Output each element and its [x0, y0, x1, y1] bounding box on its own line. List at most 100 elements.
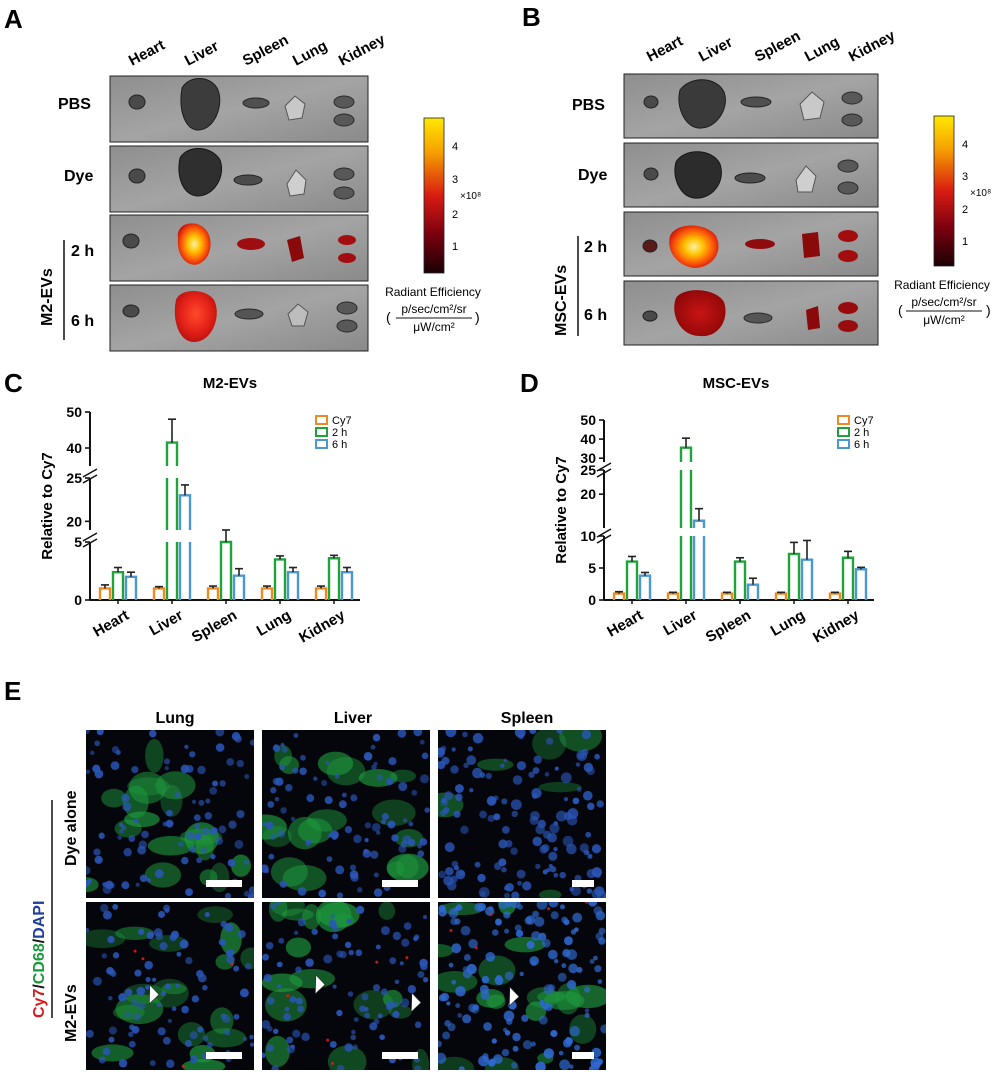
y-tick-label: 25 [580, 462, 596, 478]
x-tick-label: Spleen [703, 607, 754, 646]
y-tick-label: 0 [588, 592, 596, 608]
ivis-row-2h [623, 211, 879, 277]
row-label-m2-evs: M2-EVs [63, 984, 80, 1042]
colorbar-tick: 4 [962, 139, 968, 151]
colorbar-tick: 3 [452, 174, 458, 186]
axis-break-mark [596, 534, 612, 544]
row-label-pbs: PBS [58, 96, 91, 113]
bar-6h [178, 494, 192, 530]
organ-label-heart: Heart [126, 37, 168, 70]
stain-label: Cy7/CD68/DAPI [31, 901, 48, 1018]
chart-m2-evs: M2-EVs Relative to Cy7 0 5 20 25 40 50 Heart Live… [39, 375, 360, 646]
stain-dapi: DAPI [31, 901, 48, 939]
bar-6h [638, 574, 652, 600]
legend-label: 6 h [332, 439, 347, 451]
bar-2h [625, 560, 639, 600]
colorbar-label: Radiant Efficiency [894, 278, 990, 292]
ivis-row-6h [623, 280, 879, 346]
bar-2h [273, 558, 287, 600]
panel-letter-a: A [4, 4, 23, 34]
panel-e: E Lung Liver Spleen Dye alone M2-EVs Cy7… [4, 676, 606, 1070]
organ-label-lung: Lung [802, 33, 842, 65]
ivis-row-dye [109, 145, 369, 213]
bar-6h [124, 575, 138, 600]
organ-header-b: Heart Liver Spleen Lung Kidney [644, 27, 899, 66]
bar-6h [232, 574, 246, 600]
panel-letter-e: E [4, 676, 21, 706]
x-tick-label: Liver [660, 607, 700, 640]
bar-2h [219, 540, 233, 600]
ivis-row-6h [109, 284, 369, 352]
y-tick-label: 20 [580, 486, 596, 502]
y-tick-label: 25 [66, 470, 82, 486]
ivis-row-dye [623, 142, 879, 208]
column-label-spleen: Spleen [501, 710, 553, 727]
colorbar-b: 4 3 2 1 ×10⁸ Radiant Efficiency ( p/sec/… [894, 115, 991, 327]
micrograph-grid [86, 730, 606, 1070]
scale-bar [382, 880, 418, 887]
organ-header-a: Heart Liver Spleen Lung Kidney [126, 31, 389, 70]
colorbar-a: 4 3 2 1 ×10⁸ Radiant Efficiency ( p/sec/… [385, 117, 481, 334]
legend-label: 2 h [332, 427, 347, 439]
legend-swatch [315, 415, 328, 425]
y-axis-label: Relative to Cy7 [553, 456, 570, 564]
y-tick-label: 40 [580, 431, 596, 447]
x-tick-label: Heart [604, 607, 646, 641]
y-tick-label: 5 [74, 534, 82, 550]
bar-cy7 [260, 587, 274, 600]
x-tick-label: Spleen [189, 607, 240, 646]
y-tick-label: 0 [74, 592, 82, 608]
micrograph-tile [86, 730, 254, 898]
y-tick-label: 10 [580, 528, 596, 544]
row-label-dye-alone: Dye alone [63, 790, 80, 866]
bar-6h [692, 536, 706, 600]
bar-cy7 [206, 587, 220, 600]
group-label-mscevs: MSC-EVs [553, 265, 570, 336]
x-tick-label: Lung [768, 607, 808, 640]
panel-letter-b: B [522, 2, 541, 32]
y-axis-label: Relative to Cy7 [39, 452, 56, 560]
colorbar-tick: 4 [452, 141, 458, 153]
scale-bar [572, 1052, 594, 1059]
panel-b: B Heart Liver Spleen Lung Kidney PBS Dye… [522, 2, 991, 346]
stain-cy7: Cy7 [31, 989, 48, 1018]
row-label-2h: 2 h [584, 239, 607, 256]
x-tick-label: Kidney [296, 606, 348, 646]
bar-2h [111, 570, 125, 600]
axis-break-mark [596, 462, 612, 472]
chart-title: M2-EVs [203, 375, 257, 392]
legend-label: 2 h [854, 427, 869, 439]
bar-cy7 [98, 587, 112, 600]
bar-2h [679, 446, 693, 462]
colorbar-unit-numerator: p/sec/cm²/sr [401, 302, 466, 316]
x-tick-label: Liver [146, 607, 186, 640]
x-tick-label: Heart [90, 607, 132, 641]
organ-label-liver: Liver [182, 38, 222, 70]
y-tick-label: 50 [580, 412, 596, 428]
scale-bar [382, 1052, 418, 1059]
organ-label-spleen: Spleen [752, 27, 803, 65]
bar-2h [841, 556, 855, 600]
arrowhead-icon [508, 986, 520, 1007]
bar-2h [165, 478, 179, 530]
ivis-row-pbs [109, 75, 369, 143]
organ-label-kidney: Kidney [336, 31, 389, 70]
organ-label-spleen: Spleen [240, 31, 291, 69]
bar-2h [679, 536, 693, 600]
panel-letter-c: C [4, 368, 23, 398]
colorbar-tick: 2 [962, 204, 968, 216]
bar-6h [800, 558, 814, 600]
arrowhead-icon [148, 984, 160, 1005]
bar-cy7 [152, 587, 166, 600]
y-tick-label: 40 [66, 440, 82, 456]
legend-swatch [837, 427, 850, 437]
colorbar-paren: ) [475, 309, 480, 325]
row-label-6h: 6 h [584, 307, 607, 324]
bar-2h [165, 542, 179, 600]
row-label-2h: 2 h [71, 243, 94, 260]
legend-swatch [837, 439, 850, 449]
scale-bar [206, 1052, 242, 1059]
stain-separator: / [31, 984, 48, 989]
